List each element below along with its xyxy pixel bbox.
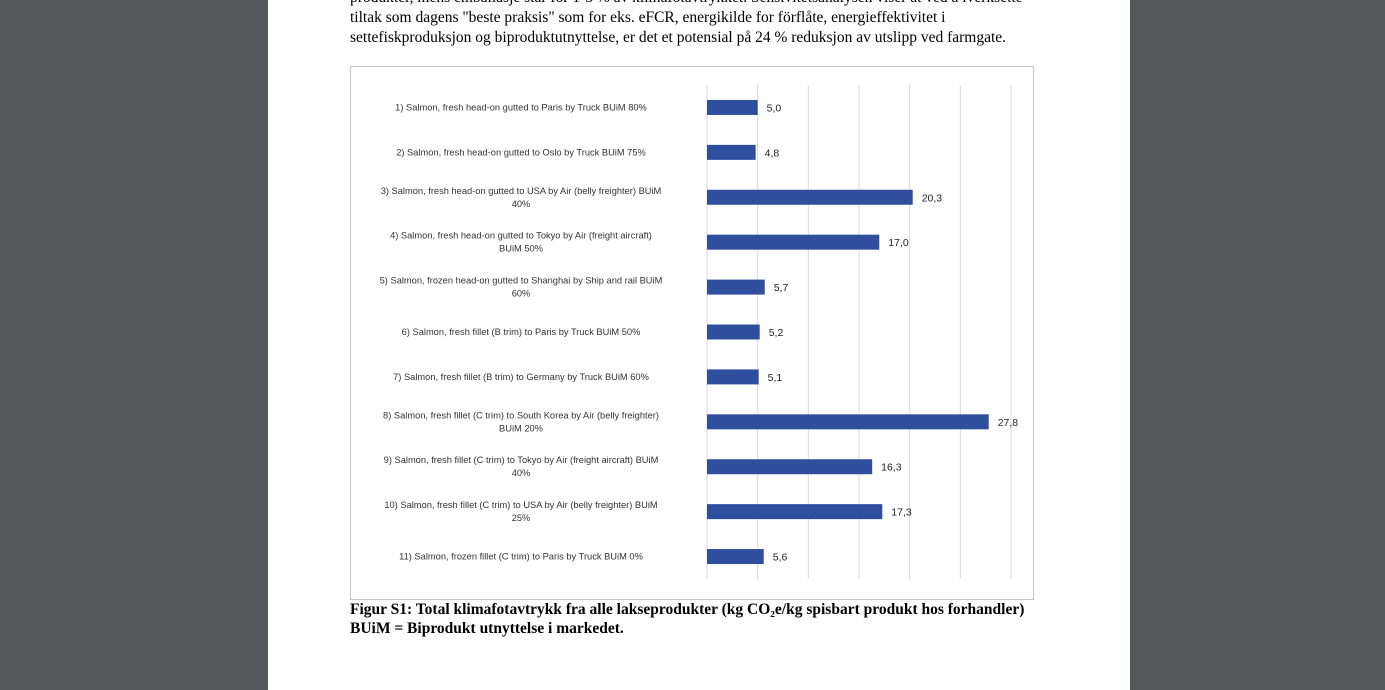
- bar-chart: 5,0 1) Salmon, fresh head-on gutted to Pa…: [380, 85, 1019, 579]
- category-label: 8) Salmon, fresh fillet (C trim) to Sout…: [383, 410, 659, 433]
- caption-line: Figur S1: Total klimafotavtrykk fra alle…: [350, 601, 1025, 618]
- bar: [707, 459, 873, 475]
- bar: [707, 144, 756, 160]
- bar: [707, 369, 759, 385]
- category-label: 7) Salmon, fresh fillet (B trim) to Germ…: [393, 372, 649, 382]
- category-label: 10) Salmon, fresh fillet (C trim) to USA…: [384, 500, 657, 523]
- data-label: 20,3: [922, 192, 943, 204]
- data-label: 17,3: [891, 507, 912, 519]
- data-label: 5,1: [768, 372, 783, 384]
- bar: [707, 414, 989, 430]
- data-label: 4,8: [765, 147, 780, 159]
- bar: [707, 504, 883, 520]
- caption-line: BUiM = Biprodukt utnyttelse i markedet.: [350, 620, 624, 637]
- data-label: 17,0: [888, 237, 909, 249]
- data-label: 27,8: [998, 417, 1019, 429]
- figure-caption: Figur S1: Total klimafotavtrykk fra alle…: [350, 600, 1110, 638]
- bar: [707, 189, 913, 205]
- data-label: 5,2: [769, 327, 784, 339]
- category-label: 2) Salmon, fresh head-on gutted to Oslo …: [396, 147, 646, 157]
- bar: [707, 99, 758, 115]
- chart-frame: 5,0 1) Salmon, fresh head-on gutted to Pa…: [350, 66, 1034, 600]
- category-label: 1) Salmon, fresh head-on gutted to Paris…: [395, 102, 647, 112]
- bar: [707, 324, 760, 340]
- data-label: 16,3: [881, 462, 902, 474]
- body-paragraph: produkter, mens emballasje står for 1-3 …: [350, 0, 1070, 48]
- bar: [707, 234, 880, 250]
- data-label: 5,6: [773, 552, 788, 564]
- category-label: 5) Salmon, frozen head-on gutted to Shan…: [380, 276, 663, 299]
- bar: [707, 549, 764, 565]
- body-line: tiltak som dagens "beste praksis" som fo…: [350, 9, 946, 26]
- category-label: 4) Salmon, fresh head-on gutted to Tokyo…: [390, 231, 652, 254]
- category-label: 11) Salmon, frozen fillet (C trim) to Pa…: [399, 552, 643, 562]
- data-label: 5,7: [774, 282, 789, 294]
- category-label: 3) Salmon, fresh head-on gutted to USA b…: [381, 186, 662, 209]
- category-label: 6) Salmon, fresh fillet (B trim) to Pari…: [402, 327, 641, 337]
- body-line: produkter, mens emballasje står for 1-3 …: [350, 0, 1070, 8]
- document-page: produkter, mens emballasje står for 1-3 …: [268, 0, 1130, 690]
- body-line: settefiskproduksjon og biproduktutnyttel…: [350, 29, 1007, 46]
- bar: [707, 279, 765, 295]
- category-label: 9) Salmon, fresh fillet (C trim) to Toky…: [384, 455, 659, 478]
- data-label: 5,0: [767, 102, 782, 114]
